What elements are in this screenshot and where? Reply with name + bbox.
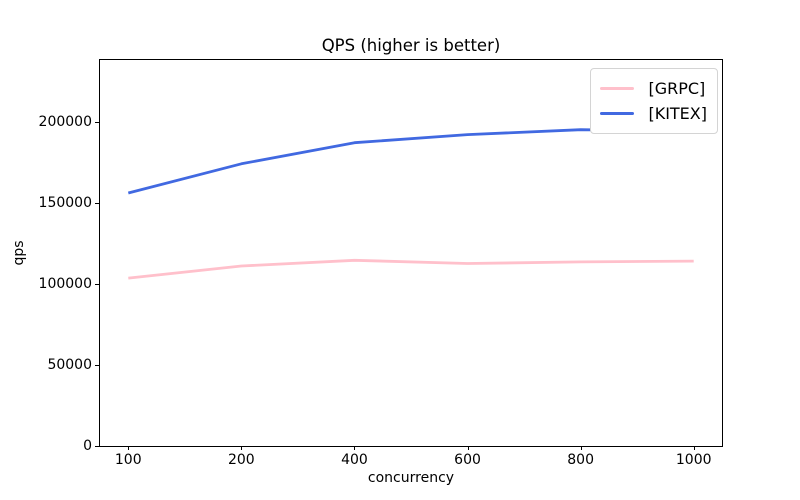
- chart-title: QPS (higher is better): [321, 36, 501, 55]
- legend-line-sample: [600, 112, 635, 115]
- y-tick-label: 50000: [47, 356, 92, 373]
- x-tick-mark: [128, 446, 129, 450]
- x-tick-label: 800: [567, 452, 594, 468]
- y-tick-label: 0: [83, 438, 92, 454]
- legend-entry: [GRPC]: [600, 76, 707, 101]
- legend: [GRPC] [KITEX]: [590, 68, 718, 134]
- y-tick-mark: [95, 284, 99, 285]
- legend-entry: [KITEX]: [600, 101, 707, 126]
- x-tick-mark: [581, 446, 582, 450]
- x-tick-mark: [468, 446, 469, 450]
- x-tick-label: 200: [227, 452, 255, 468]
- x-tick-label: 400: [341, 452, 368, 468]
- y-tick-mark: [95, 446, 99, 447]
- y-tick-label: 150000: [38, 194, 92, 211]
- plot-area: [GRPC] [KITEX]: [99, 59, 723, 447]
- y-tick-label: 100000: [38, 275, 92, 292]
- y-tick-label: 200000: [38, 113, 92, 130]
- y-tick-mark: [95, 122, 99, 123]
- legend-line-sample: [600, 87, 635, 90]
- series-line-kitex: [127, 128, 694, 195]
- x-tick-label: 1000: [675, 452, 712, 468]
- x-tick-label: 100: [114, 452, 142, 468]
- y-tick-mark: [95, 365, 99, 366]
- series-line-grpc: [128, 258, 694, 280]
- x-axis-label: concurrency: [367, 470, 455, 486]
- x-tick-mark: [694, 446, 695, 450]
- x-tick-label: 600: [454, 452, 481, 468]
- legend-entry-label: [KITEX]: [648, 104, 707, 123]
- x-tick-mark: [354, 446, 355, 450]
- y-axis-label: qps: [11, 240, 27, 266]
- legend-entry-label: [GRPC]: [648, 79, 706, 98]
- y-tick-mark: [95, 203, 99, 204]
- x-tick-mark: [241, 446, 242, 450]
